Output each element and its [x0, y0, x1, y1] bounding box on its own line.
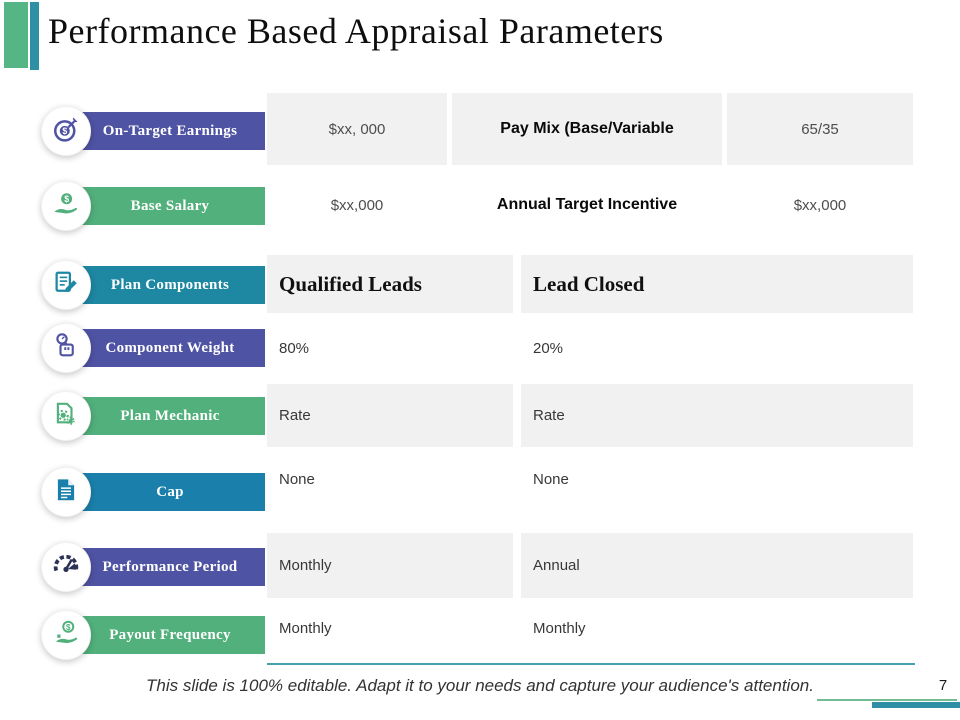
- icon-circle: [41, 391, 91, 441]
- parameter-label-bar: Base Salary: [75, 187, 265, 225]
- summary-cell: $xx,000: [267, 170, 447, 240]
- parameter-label: Performance Period: [102, 558, 238, 575]
- summary-cell: Pay Mix (Base/Variable: [452, 93, 722, 165]
- parameter-row-payout-frequency: Payout Frequency $: [0, 610, 270, 660]
- parameter-label-bar: Plan Components: [75, 266, 265, 304]
- summary-cell: Annual Target Incentive: [452, 170, 722, 240]
- parameter-label-bar: Component Weight: [75, 329, 265, 367]
- parameter-label: Plan Mechanic: [120, 407, 220, 424]
- parameter-label: Payout Frequency: [109, 626, 231, 643]
- document-gear-icon: [51, 399, 81, 434]
- svg-text:$: $: [66, 622, 71, 631]
- hand-coin-icon: $: [51, 189, 81, 224]
- title-accent-bar-green: [4, 2, 28, 68]
- detail-cell: Monthly: [521, 598, 913, 658]
- parameter-row-plan-components: Plan Components: [0, 260, 270, 310]
- parameter-label-bar: On-Target Earnings: [75, 112, 265, 150]
- table-row: None None: [267, 447, 913, 512]
- table-header-row: Qualified Leads Lead Closed: [267, 255, 913, 313]
- parameter-label-bar: Payout Frequency: [75, 616, 265, 654]
- column-header: Lead Closed: [521, 255, 913, 313]
- parameter-label-bar: Performance Period: [75, 548, 265, 586]
- target-dollar-icon: $: [51, 114, 81, 149]
- icon-circle: $: [41, 610, 91, 660]
- parameter-row-performance-period: Performance Period: [0, 542, 270, 592]
- detail-cell: Annual: [521, 533, 913, 598]
- column-header: Qualified Leads: [267, 255, 513, 313]
- parameter-row-plan-mechanic: Plan Mechanic: [0, 391, 270, 441]
- icon-circle: [41, 542, 91, 592]
- icon-circle: [41, 467, 91, 517]
- parameter-label: On-Target Earnings: [102, 122, 238, 139]
- table-row: Rate Rate: [267, 384, 913, 447]
- table-row: Monthly Monthly: [267, 598, 913, 658]
- table-row: Monthly Annual: [267, 533, 913, 598]
- parameter-row-cap: Cap: [0, 467, 270, 517]
- parameter-label-bar: Plan Mechanic: [75, 397, 265, 435]
- summary-cell: 65/35: [727, 93, 913, 165]
- document-lines-icon: [51, 475, 81, 510]
- table-row: $xx, 000 Pay Mix (Base/Variable 65/35: [267, 93, 913, 165]
- detail-cell: 80%: [267, 313, 513, 384]
- speedometer-icon: [51, 550, 81, 585]
- detail-cell: Monthly: [267, 598, 513, 658]
- detail-cell: 20%: [521, 313, 913, 384]
- summary-cell: $xx, 000: [267, 93, 447, 165]
- corner-accent-line-green: [817, 699, 957, 701]
- icon-circle: [41, 260, 91, 310]
- title-accent-bar-teal: [30, 2, 39, 70]
- parameter-row-component-weight: Component Weight: [0, 323, 270, 373]
- parameter-label: Cap: [156, 483, 184, 500]
- table-bottom-divider: [267, 663, 915, 665]
- payout-hand-icon: $: [51, 618, 81, 653]
- table-row: $xx,000 Annual Target Incentive $xx,000: [267, 170, 913, 240]
- parameter-label-bar: Cap: [75, 473, 265, 511]
- parameter-label: Plan Components: [110, 276, 230, 293]
- table-row: 80% 20%: [267, 313, 913, 384]
- svg-text:$: $: [64, 193, 69, 203]
- detail-cell: Rate: [267, 384, 513, 447]
- page-title: Performance Based Appraisal Parameters: [48, 11, 664, 51]
- parameter-label: Component Weight: [105, 339, 235, 356]
- svg-text:$: $: [62, 126, 67, 136]
- document-pencil-icon: [51, 268, 81, 303]
- detail-cell: None: [521, 447, 913, 512]
- icon-circle: [41, 323, 91, 373]
- parameter-label: Base Salary: [130, 197, 210, 214]
- detail-cell: Monthly: [267, 533, 513, 598]
- hanging-scale-icon: [51, 331, 81, 366]
- corner-accent-line-teal: [872, 702, 960, 708]
- icon-circle: $: [41, 181, 91, 231]
- page-number: 7: [938, 677, 948, 694]
- parameter-row-on-target-earnings: On-Target Earnings $: [0, 106, 270, 156]
- summary-cell: $xx,000: [727, 170, 913, 240]
- footer-note: This slide is 100% editable. Adapt it to…: [146, 676, 814, 695]
- detail-cell: None: [267, 447, 513, 512]
- icon-circle: $: [41, 106, 91, 156]
- parameter-row-base-salary: Base Salary $: [0, 181, 270, 231]
- detail-cell: Rate: [521, 384, 913, 447]
